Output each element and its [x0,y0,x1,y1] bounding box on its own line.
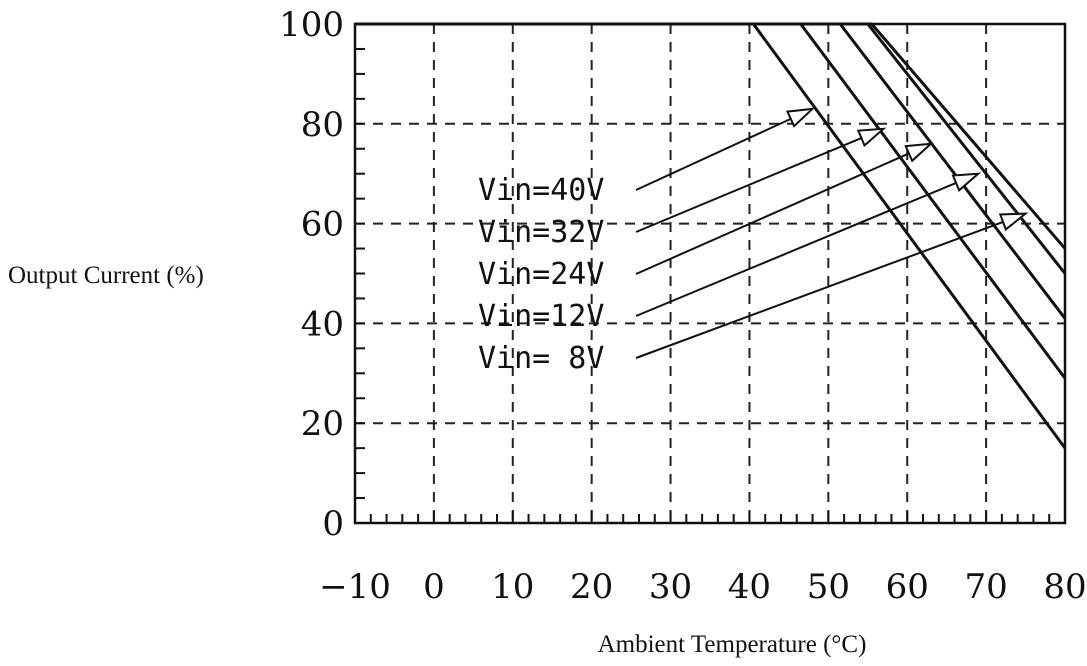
annotation-leader-line [635,137,862,233]
x-tick-label: 40 [728,567,771,607]
series-line [355,22,1067,320]
y-tick-labels: 0 20 40 60 80 100 [279,5,344,544]
x-tick-label: 30 [649,567,692,607]
y-axis-label: Output Current (%) [8,262,204,289]
y-tick-label: 60 [301,205,344,245]
annotation-leader-line [635,221,1004,359]
annotation-leader-line [635,181,957,317]
series-annotation-label: Vin=40V [478,173,604,208]
x-tick-label: 10 [491,567,534,607]
x-tick-label: 60 [886,567,929,607]
annotation-arrowhead [904,142,934,163]
series-annotation-label: Vin=32V [478,215,604,250]
x-tick-labels: −10 0 10 20 30 40 50 60 70 80 [319,567,1087,607]
grid-lines [355,24,1065,523]
x-tick-label: −10 [319,567,391,607]
annotation-leader-line [635,117,792,191]
annotation-arrowhead [856,127,887,148]
series-annotations: Vin=40V Vin=32V Vin=24V Vin=12V Vin= 8V [478,107,1029,376]
y-tick-label: 80 [301,105,344,145]
x-tick-label: 0 [423,567,445,607]
annotation-leader-line [635,152,910,275]
annotation-arrowhead [951,172,982,192]
y-tick-label: 20 [301,404,344,444]
series-annotation-label: Vin=12V [478,299,604,334]
x-axis-label: Ambient Temperature (°C) [598,631,867,658]
series-lines [355,22,1067,450]
series-line [355,22,1067,250]
x-tick-label: 80 [1043,567,1086,607]
minor-ticks [354,23,1066,524]
annotation-arrowhead [998,212,1029,232]
y-tick-label: 100 [279,5,344,45]
series-annotation-label: Vin=24V [478,257,604,292]
series-annotation-label: Vin= 8V [478,341,604,376]
annotation-arrowhead [785,107,816,128]
y-tick-label: 0 [322,504,344,544]
plot-frame [353,22,1067,525]
x-tick-label: 70 [964,567,1007,607]
x-tick-label: 20 [570,567,613,607]
x-tick-label: 50 [807,567,850,607]
y-tick-label: 40 [301,304,344,344]
